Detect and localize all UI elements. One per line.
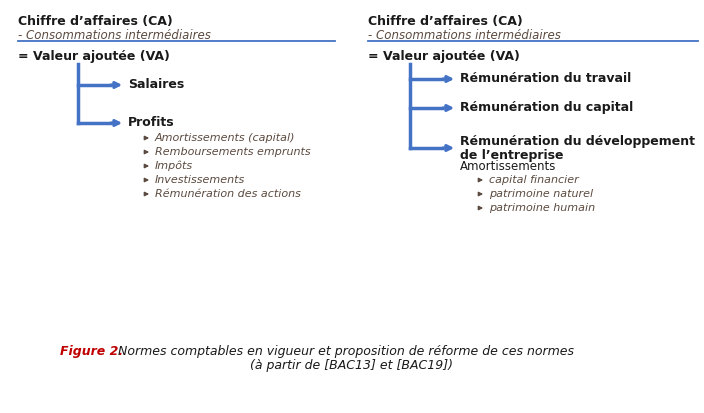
Text: Chiffre d’affaires (CA): Chiffre d’affaires (CA) — [18, 15, 172, 28]
Text: de l’entreprise: de l’entreprise — [460, 149, 563, 161]
Text: Normes comptables en vigueur et proposition de réforme de ces normes: Normes comptables en vigueur et proposit… — [118, 344, 574, 358]
Text: - Consommations intermédiaires: - Consommations intermédiaires — [18, 29, 211, 42]
Text: Rémunération du capital: Rémunération du capital — [460, 102, 634, 114]
Text: Amortissements (capital): Amortissements (capital) — [155, 133, 296, 143]
Text: Remboursements emprunts: Remboursements emprunts — [155, 147, 310, 157]
Text: (à partir de [BAC13] et [BAC19]): (à partir de [BAC13] et [BAC19]) — [251, 358, 453, 372]
Text: Salaires: Salaires — [128, 78, 184, 92]
Text: Chiffre d’affaires (CA): Chiffre d’affaires (CA) — [368, 15, 523, 28]
Text: = Valeur ajoutée (VA): = Valeur ajoutée (VA) — [368, 50, 520, 63]
Text: capital financier: capital financier — [489, 175, 579, 185]
Text: Figure 2.: Figure 2. — [60, 344, 123, 358]
Text: Amortissements: Amortissements — [460, 161, 556, 173]
Text: Profits: Profits — [128, 116, 175, 130]
Text: Impôts: Impôts — [155, 161, 193, 171]
Text: Rémunération des actions: Rémunération des actions — [155, 189, 301, 199]
Text: - Consommations intermédiaires: - Consommations intermédiaires — [368, 29, 561, 42]
Text: Investissements: Investissements — [155, 175, 245, 185]
Text: patrimoine naturel: patrimoine naturel — [489, 189, 593, 199]
Text: Rémunération du travail: Rémunération du travail — [460, 73, 631, 85]
Text: Rémunération du développement: Rémunération du développement — [460, 135, 695, 149]
Text: patrimoine humain: patrimoine humain — [489, 203, 595, 213]
Text: = Valeur ajoutée (VA): = Valeur ajoutée (VA) — [18, 50, 170, 63]
